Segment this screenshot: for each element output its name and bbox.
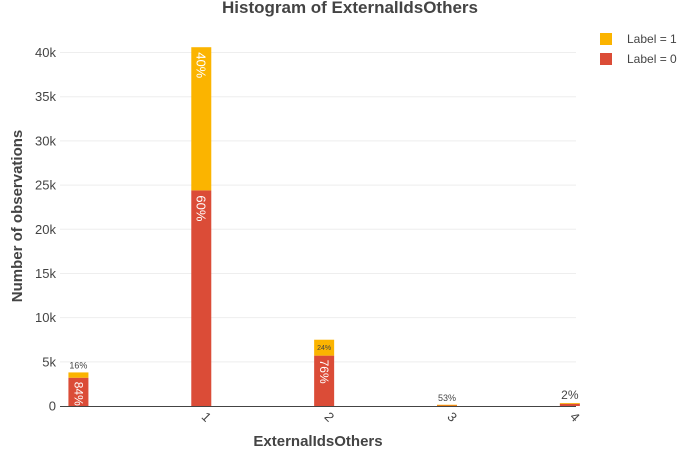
bar-percent-label: 40% [193, 52, 208, 78]
bar-segment[interactable] [559, 403, 580, 406]
bar-percent-label: 84% [71, 382, 85, 406]
y-tick-label: 30k [35, 133, 56, 148]
legend-swatch[interactable] [600, 53, 612, 65]
x-tick-label: 3 [444, 409, 460, 425]
bar-segment[interactable] [437, 405, 457, 406]
bar-percent-label: 60% [193, 195, 208, 221]
bar-segment[interactable] [314, 339, 335, 356]
bar-percent-label: 76% [317, 360, 331, 384]
y-tick-label: 25k [35, 178, 56, 193]
x-tick-label: 2 [321, 409, 337, 425]
bar-percent-label: 16% [69, 360, 87, 370]
y-tick-label: 35k [35, 89, 56, 104]
gridlines [60, 52, 576, 363]
x-tick-label: 1 [199, 409, 215, 425]
bar-segment[interactable] [437, 404, 457, 406]
bar-segment[interactable] [68, 377, 89, 406]
bars [68, 47, 580, 406]
bar-segment[interactable] [314, 355, 335, 406]
y-tick-label: 0 [49, 399, 56, 414]
y-tick-label: 40k [35, 45, 56, 60]
y-tick-label: 10k [35, 310, 56, 325]
x-axis-title: ExternalIdsOthers [253, 433, 382, 450]
bar-percent-label: 24% [317, 345, 331, 352]
legend-label[interactable]: Label = 0 [627, 52, 677, 66]
bar-percent-label: 2% [561, 388, 579, 402]
y-tick-label: 20k [35, 222, 56, 237]
legend-swatch[interactable] [600, 33, 612, 45]
bar-segment[interactable] [559, 402, 580, 404]
x-tick-labels: 1 2 3 4 [199, 409, 583, 425]
bar-segment[interactable] [68, 372, 89, 378]
x-tick-label: 4 [567, 409, 583, 425]
bar-labels: 84% 60% 76% 16% 40% 24% 53% 2% [69, 52, 578, 406]
bar-segment[interactable] [191, 190, 212, 406]
y-tick-label: 5k [42, 354, 56, 369]
legend-label[interactable]: Label = 1 [627, 32, 677, 46]
y-tick-label: 15k [35, 266, 56, 281]
y-tick-labels: 0 5k 10k 15k 20k 25k 30k 35k 40k [35, 45, 56, 413]
chart-title: Histogram of ExternalIdsOthers [222, 0, 478, 17]
bar-segment[interactable] [191, 47, 212, 191]
legend[interactable]: Label = 1 Label = 0 [600, 32, 677, 66]
bar-percent-label: 53% [438, 393, 456, 403]
y-axis-title: Number of observations [9, 130, 26, 303]
